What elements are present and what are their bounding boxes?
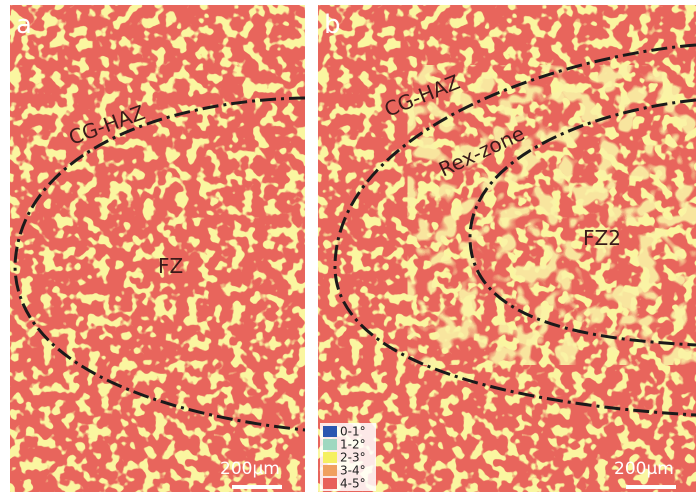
panel-a: a CG-HAZ FZ 200μm (10, 5, 305, 492)
legend-label: 4-5° (340, 477, 366, 491)
legend-label: 3-4° (340, 464, 366, 478)
legend-swatch (323, 452, 337, 463)
legend-swatch (323, 439, 337, 450)
scale-bar (626, 485, 676, 489)
texture (10, 5, 305, 492)
legend-swatch (323, 478, 337, 489)
scale-bar (232, 485, 282, 489)
annotation: FZ2 (583, 226, 621, 250)
legend-swatch (323, 465, 337, 476)
legend-label: 0-1° (340, 425, 366, 439)
scale-bar-label: 200μm (614, 459, 674, 479)
panel-label: a (16, 10, 32, 40)
legend-label: 2-3° (340, 451, 366, 465)
panel-b: b CG-HAZ Rex-zone FZ2 200μm 0-1°1-2°2-3°… (318, 5, 696, 492)
legend: 0-1°1-2°2-3°3-4°4-5° (320, 423, 376, 491)
boundary (333, 43, 696, 417)
annotation: FZ (158, 254, 183, 278)
legend-swatch (323, 426, 337, 437)
scale-bar-label: 200μm (220, 459, 280, 479)
legend-label: 1-2° (340, 438, 366, 452)
panel-label: b (324, 10, 341, 40)
rex-texture (407, 65, 696, 365)
boundary (468, 98, 696, 347)
boundary (13, 96, 305, 432)
